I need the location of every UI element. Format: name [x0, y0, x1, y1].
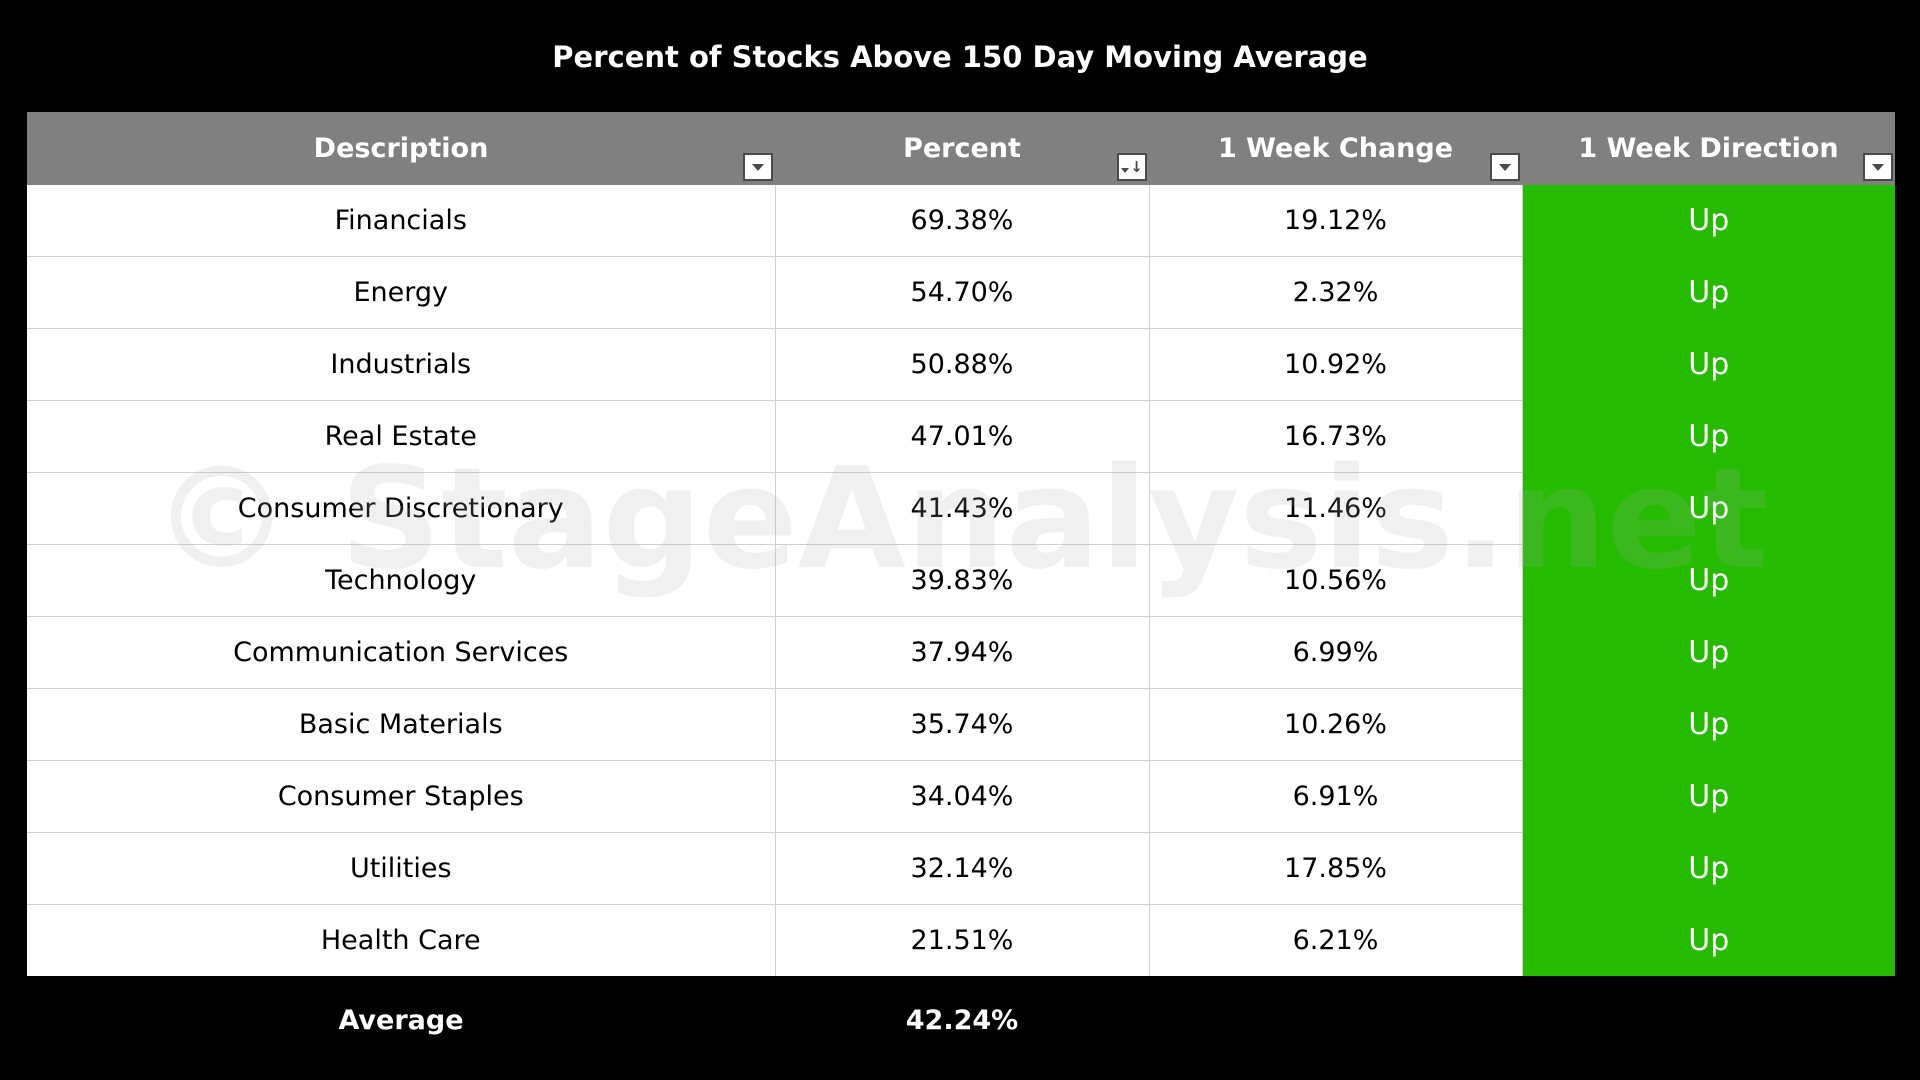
footer-average-percent: 42.24%: [775, 976, 1149, 1064]
cell-percent: 34.04%: [775, 760, 1150, 833]
cell-description: Real Estate: [27, 400, 776, 473]
cell-percent: 37.94%: [775, 616, 1150, 689]
cell-week-direction: Up: [1522, 688, 1895, 761]
cell-percent: 54.70%: [775, 256, 1150, 329]
data-table: Description Percent ↓ 1 Week Change: [27, 112, 1895, 1064]
footer-label: Average: [27, 976, 775, 1064]
chart-title: Percent of Stocks Above 150 Day Moving A…: [552, 40, 1368, 74]
cell-description: Industrials: [27, 328, 776, 401]
table-row: Real Estate 47.01% 16.73% Up: [27, 400, 1895, 473]
filter-dropdown-icon[interactable]: [1863, 153, 1893, 181]
cell-percent: 47.01%: [775, 400, 1150, 473]
cell-description: Communication Services: [27, 616, 776, 689]
cell-week-change: 19.12%: [1149, 185, 1523, 257]
cell-percent: 69.38%: [775, 185, 1150, 257]
cell-week-direction: Up: [1522, 544, 1895, 617]
filter-dropdown-icon[interactable]: [743, 153, 773, 181]
header-direction-label: 1 Week Direction: [1578, 133, 1839, 164]
cell-description: Consumer Staples: [27, 760, 776, 833]
cell-description: Health Care: [27, 904, 776, 976]
cell-week-direction: Up: [1522, 760, 1895, 833]
header-percent: Percent ↓: [775, 112, 1149, 185]
cell-week-direction: Up: [1522, 400, 1895, 473]
cell-week-direction: Up: [1522, 185, 1895, 257]
table-row: Basic Materials 35.74% 10.26% Up: [27, 688, 1895, 761]
cell-description: Utilities: [27, 832, 776, 905]
cell-percent: 50.88%: [775, 328, 1150, 401]
cell-week-change: 6.91%: [1149, 760, 1523, 833]
cell-week-direction: Up: [1522, 328, 1895, 401]
cell-week-change: 6.21%: [1149, 904, 1523, 976]
cell-week-change: 2.32%: [1149, 256, 1523, 329]
cell-week-change: 6.99%: [1149, 616, 1523, 689]
cell-week-change: 17.85%: [1149, 832, 1523, 905]
header-change: 1 Week Change: [1149, 112, 1522, 185]
table-row: Utilities 32.14% 17.85% Up: [27, 832, 1895, 905]
cell-week-change: 10.92%: [1149, 328, 1523, 401]
cell-week-direction: Up: [1522, 472, 1895, 545]
cell-week-direction: Up: [1522, 616, 1895, 689]
cell-description: Energy: [27, 256, 776, 329]
cell-week-change: 10.26%: [1149, 688, 1523, 761]
footer-row: Average 42.24%: [27, 976, 1895, 1064]
table-row: Consumer Staples 34.04% 6.91% Up: [27, 760, 1895, 833]
table-row: Communication Services 37.94% 6.99% Up: [27, 616, 1895, 689]
cell-percent: 32.14%: [775, 832, 1150, 905]
footer-empty-cell: [1522, 976, 1895, 1064]
data-table-container: Description Percent ↓ 1 Week Change: [27, 112, 1895, 1064]
table-row: Consumer Discretionary 41.43% 11.46% Up: [27, 472, 1895, 545]
table-body: Financials 69.38% 19.12% Up Energy 54.70% 2.32…: [27, 185, 1895, 976]
cell-week-change: 16.73%: [1149, 400, 1523, 473]
cell-description: Consumer Discretionary: [27, 472, 776, 545]
cell-description: Basic Materials: [27, 688, 776, 761]
cell-percent: 39.83%: [775, 544, 1150, 617]
header-description-label: Description: [313, 133, 489, 164]
table-row: Industrials 50.88% 10.92% Up: [27, 328, 1895, 401]
table-row: Health Care 21.51% 6.21% Up: [27, 904, 1895, 976]
cell-week-change: 11.46%: [1149, 472, 1523, 545]
table-row: Financials 69.38% 19.12% Up: [27, 185, 1895, 257]
header-direction: 1 Week Direction: [1522, 112, 1895, 185]
table-row: Energy 54.70% 2.32% Up: [27, 256, 1895, 329]
filter-dropdown-icon[interactable]: [1490, 153, 1520, 181]
table-row: Technology 39.83% 10.56% Up: [27, 544, 1895, 617]
cell-percent: 35.74%: [775, 688, 1150, 761]
header-description: Description: [27, 112, 775, 185]
cell-description: Technology: [27, 544, 776, 617]
cell-week-direction: Up: [1522, 904, 1895, 976]
cell-week-change: 10.56%: [1149, 544, 1523, 617]
header-percent-label: Percent: [903, 133, 1021, 164]
cell-week-direction: Up: [1522, 256, 1895, 329]
cell-description: Financials: [27, 185, 776, 257]
cell-percent: 41.43%: [775, 472, 1150, 545]
cell-week-direction: Up: [1522, 832, 1895, 905]
sort-descending-icon[interactable]: ↓: [1117, 153, 1147, 181]
footer-empty-cell: [1149, 976, 1522, 1064]
header-row: Description Percent ↓ 1 Week Change: [27, 112, 1895, 185]
cell-percent: 21.51%: [775, 904, 1150, 976]
header-change-label: 1 Week Change: [1217, 133, 1454, 164]
